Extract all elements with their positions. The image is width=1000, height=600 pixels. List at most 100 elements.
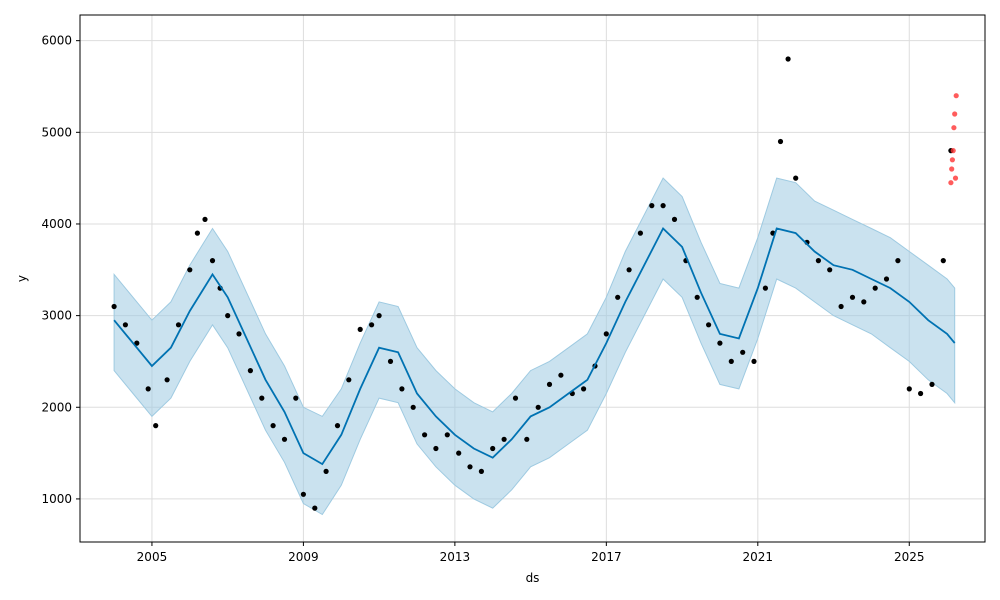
observed-point — [134, 340, 140, 346]
y-tick-label: 4000 — [41, 217, 72, 231]
observed-point — [872, 285, 878, 291]
x-axis-label: ds — [526, 571, 540, 585]
forecast-line-layer — [113, 227, 956, 466]
observed-point — [376, 313, 382, 319]
observed-point — [236, 331, 242, 337]
observed-point — [422, 432, 428, 438]
x-tick-label: 2005 — [137, 550, 168, 564]
observed-point — [615, 294, 621, 300]
observed-point — [399, 386, 405, 392]
observed-point — [153, 423, 159, 429]
observed-point — [369, 322, 375, 328]
observed-point — [815, 258, 822, 264]
observed-point — [323, 468, 329, 474]
observed-point — [861, 299, 867, 305]
observed-point — [626, 267, 632, 273]
observed-point — [512, 395, 519, 401]
future-point — [949, 166, 955, 172]
plot-area-frame — [79, 14, 986, 543]
observed-point — [524, 436, 530, 442]
observed-point — [209, 258, 216, 264]
uncertainty-interval-band — [113, 177, 956, 516]
observed-point — [762, 285, 769, 291]
observed-point — [694, 294, 700, 300]
observed-point — [444, 432, 450, 438]
observed-point — [410, 404, 416, 410]
observed-point — [637, 230, 644, 236]
x-tick-label: 2021 — [743, 550, 774, 564]
observed-point — [660, 203, 666, 209]
observed-point — [357, 326, 363, 332]
observed-point — [558, 372, 564, 378]
observed-point — [467, 464, 473, 470]
observed-point — [849, 294, 856, 300]
observed-point — [603, 331, 609, 337]
x-tick-label: 2009 — [288, 550, 319, 564]
observed-point — [740, 349, 746, 355]
observed-point — [164, 377, 170, 383]
observed-point — [546, 381, 553, 387]
observed-point — [883, 276, 890, 282]
x-axis-ticks: 2005 2009 2013 2017 2021 2025 — [137, 542, 925, 564]
y-tick-label: 6000 — [41, 34, 72, 48]
future-point — [948, 180, 954, 186]
observed-point — [929, 381, 935, 387]
observed-point — [175, 322, 182, 328]
x-tick-label: 2013 — [440, 550, 471, 564]
points-layer — [111, 56, 959, 511]
forecast-line — [113, 227, 956, 466]
x-tick-label: 2017 — [591, 550, 622, 564]
observed-point — [259, 395, 265, 401]
observed-point — [334, 423, 341, 429]
observed-point — [777, 138, 784, 145]
y-axis-label: y — [15, 275, 29, 282]
interval-band-layer — [113, 177, 956, 516]
y-axis-ticks: 1000 2000 3000 4000 5000 6000 — [41, 34, 80, 506]
observed-point — [247, 368, 253, 374]
future-point — [952, 175, 959, 181]
observed-point — [202, 216, 208, 222]
observed-point — [225, 313, 231, 319]
observed-point — [456, 450, 462, 456]
observed-point — [194, 230, 200, 236]
y-tick-label: 2000 — [41, 400, 72, 414]
observed-point — [838, 303, 844, 310]
observed-point — [293, 395, 299, 401]
observed-point — [111, 303, 117, 310]
future-point — [953, 93, 959, 99]
observed-point — [300, 491, 306, 497]
observed-point — [751, 358, 757, 364]
observed-point — [346, 377, 352, 383]
future-point — [949, 157, 956, 163]
observed-point — [433, 445, 439, 452]
observed-point — [187, 267, 193, 273]
observed-point — [895, 258, 901, 264]
future-point — [952, 111, 958, 117]
observed-point — [906, 386, 912, 392]
observed-point — [145, 386, 151, 392]
observed-point — [501, 436, 507, 442]
observed-point — [728, 358, 734, 364]
observed-point — [717, 340, 723, 346]
observed-point — [793, 175, 799, 181]
future-point — [950, 148, 956, 154]
observed-point — [671, 216, 678, 222]
observed-point — [387, 358, 394, 364]
y-tick-label: 1000 — [41, 492, 72, 506]
observed-point — [940, 258, 946, 264]
x-tick-label: 2025 — [894, 550, 925, 564]
y-tick-label: 3000 — [41, 309, 72, 323]
observed-point — [270, 423, 276, 429]
observed-point — [312, 505, 318, 511]
observed-point — [827, 267, 833, 273]
observed-point — [478, 468, 484, 474]
observed-point — [918, 390, 924, 397]
y-tick-label: 5000 — [41, 125, 72, 139]
observed-point — [581, 386, 587, 392]
observed-point — [281, 436, 288, 442]
observed-point — [122, 322, 128, 328]
observed-point — [649, 203, 655, 209]
observed-point — [535, 404, 541, 410]
observed-point — [706, 322, 712, 328]
